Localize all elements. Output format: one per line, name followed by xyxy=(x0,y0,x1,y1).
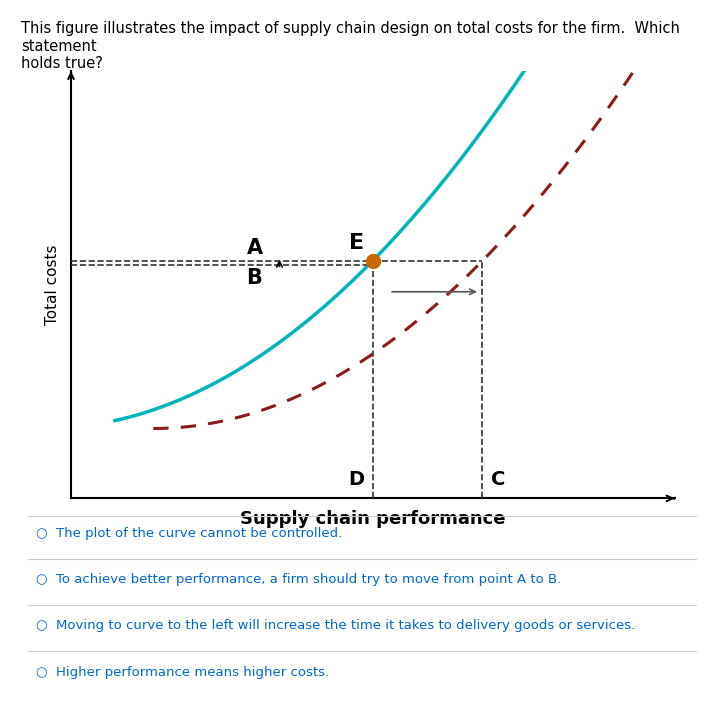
Text: A: A xyxy=(246,238,263,258)
Text: B: B xyxy=(246,268,263,288)
Text: ○  Higher performance means higher costs.: ○ Higher performance means higher costs. xyxy=(36,666,329,679)
Text: This figure illustrates the impact of supply chain design on total costs for the: This figure illustrates the impact of su… xyxy=(21,21,680,71)
Text: C: C xyxy=(491,470,505,489)
Text: ○  The plot of the curve cannot be controlled.: ○ The plot of the curve cannot be contro… xyxy=(36,527,342,540)
Text: ○  To achieve better performance, a firm should try to move from point A to B.: ○ To achieve better performance, a firm … xyxy=(36,573,561,586)
Y-axis label: Total costs: Total costs xyxy=(45,244,60,325)
X-axis label: Supply chain performance: Supply chain performance xyxy=(240,510,506,528)
Text: ○  Moving to curve to the left will increase the time it takes to delivery goods: ○ Moving to curve to the left will incre… xyxy=(36,619,635,632)
Text: E: E xyxy=(349,233,364,253)
Text: D: D xyxy=(349,470,364,489)
